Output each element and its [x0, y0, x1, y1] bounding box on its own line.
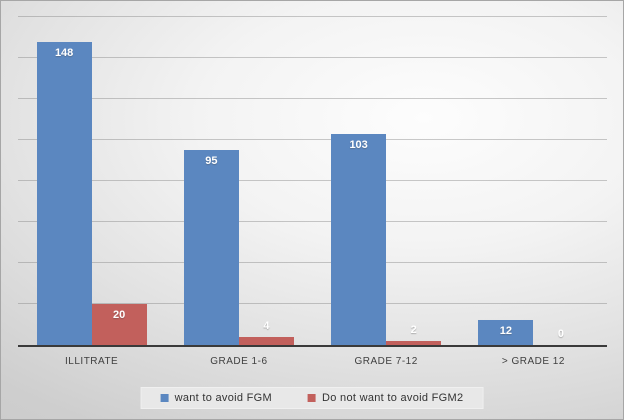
bar-group-2: 95 4	[165, 17, 312, 345]
gridline-40	[18, 262, 607, 263]
legend-label-2: Do not want to avoid FGM2	[322, 392, 464, 404]
bar-slot-red-4: 0	[533, 17, 588, 345]
bar-group-3: 103 2	[313, 17, 460, 345]
bar-series1--grade-12	[478, 320, 534, 345]
bar-slot-red-3: 2	[386, 17, 442, 345]
bar-slot-red-1: 20	[91, 17, 147, 345]
category-label-4: > GRADE 12	[501, 356, 565, 367]
legend-label-1: want to avoid FGM	[174, 392, 273, 404]
gridline-100	[18, 139, 607, 140]
legend-item-1: want to avoid FGM	[160, 392, 273, 404]
gridline-60	[18, 221, 607, 222]
x-axis-line	[18, 345, 607, 347]
legend-swatch-icon	[308, 394, 317, 402]
gridline-120	[18, 98, 607, 99]
bar-group-4: 12 0	[460, 17, 607, 345]
bar-group-1: 148 20	[18, 17, 165, 345]
category-label-1: ILLITRATE	[65, 356, 119, 367]
gridline-20	[18, 303, 607, 304]
bar-slot-blue-4: 12	[478, 17, 534, 345]
legend: want to avoid FGM Do not want to avoid FG…	[140, 387, 484, 409]
bar-series2-illitrate	[91, 304, 147, 345]
gridline-160	[18, 16, 607, 17]
data-label-0: 0	[557, 328, 564, 340]
category-label-3: GRADE 7-12	[354, 356, 418, 367]
bar-series2-grade-7-12	[386, 340, 442, 345]
legend-swatch-icon	[160, 394, 169, 402]
plot-area: 148 20 95 4 103 2 12 0	[18, 16, 607, 345]
bar-slot-blue-2: 95	[183, 17, 239, 345]
legend-item-2: Do not want to avoid FGM2	[308, 392, 463, 404]
data-label-20: 20	[113, 309, 126, 321]
data-label-12: 12	[499, 325, 512, 338]
bar-slot-blue-1: 148	[36, 17, 92, 345]
bar-series2-grade-1-6	[238, 336, 294, 345]
x-axis-labels: ILLITRATE GRADE 1-6 GRADE 7-12 > GRADE 12	[18, 353, 607, 371]
bar-series1-grade-1-6	[183, 150, 239, 345]
data-label-4: 4	[263, 319, 270, 332]
gridline-140	[18, 57, 607, 58]
bar-slot-red-2: 4	[238, 17, 294, 345]
category-label-2: GRADE 1-6	[210, 356, 268, 367]
data-label-2: 2	[410, 323, 417, 336]
data-label-148: 148	[54, 46, 74, 59]
gridline-80	[18, 180, 607, 181]
bar-series1-grade-7-12	[331, 133, 387, 345]
data-label-103: 103	[349, 138, 368, 151]
data-label-95: 95	[205, 155, 218, 168]
bar-series1-illitrate	[36, 41, 92, 345]
bar-slot-blue-3: 103	[331, 17, 387, 345]
